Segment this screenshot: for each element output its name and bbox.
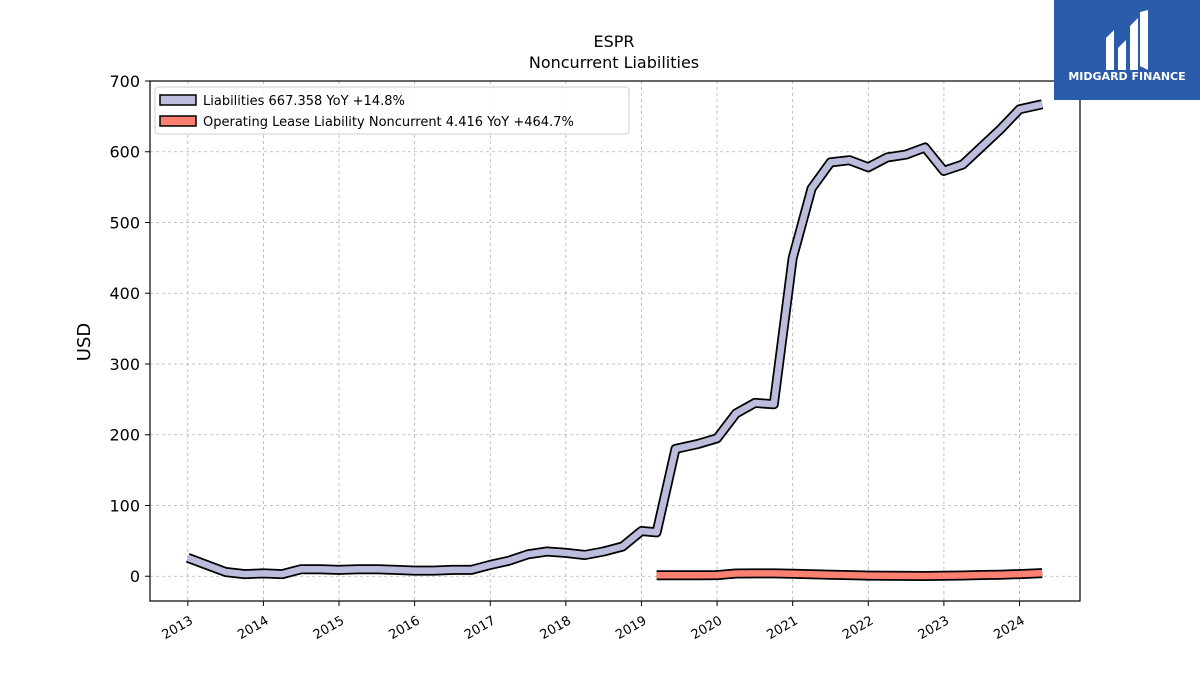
y-tick-label: 200 [109, 426, 140, 445]
plot-area-frame [149, 80, 1081, 602]
x-tick-label: 2016 [386, 613, 422, 643]
x-tick-label: 2013 [160, 613, 196, 643]
logo-background [1054, 0, 1200, 100]
logo-mark-icon [1106, 10, 1148, 70]
x-tick-label: 2020 [689, 613, 725, 643]
chart-title: ESPR [593, 32, 634, 51]
legend-label-operating-lease: Operating Lease Liability Noncurrent 4.4… [203, 115, 574, 130]
logo-text: MIDGARD FINANCE [1068, 70, 1185, 83]
y-tick-label: 500 [109, 213, 140, 232]
x-tick-label: 2017 [462, 613, 498, 643]
chart-subtitle: Noncurrent Liabilities [529, 53, 699, 72]
chart-title-group: ESPR Noncurrent Liabilities [529, 32, 699, 72]
x-tick-label: 2014 [235, 613, 271, 643]
legend-box [154, 86, 630, 135]
x-tick-label: 2019 [613, 613, 649, 643]
legend-swatch-operating-lease [159, 115, 197, 127]
x-tick-label: 2024 [991, 613, 1027, 643]
y-tick-label: 300 [109, 355, 140, 374]
series-layer [186, 99, 1044, 581]
series-outline-liabilities [186, 99, 1044, 580]
series-line-operating-lease-liability-noncurrent [656, 569, 1043, 580]
y-tick-label: 600 [109, 143, 140, 162]
y-tick-label: 0 [130, 567, 140, 586]
x-tick-label: 2023 [916, 613, 952, 643]
x-tick-label: 2015 [311, 613, 347, 643]
legend-swatch-liabilities [159, 94, 197, 106]
legend-label-liabilities: Liabilities 667.358 YoY +14.8% [203, 94, 405, 109]
y-tick-label: 100 [109, 496, 140, 515]
x-tick-label: 2021 [765, 613, 801, 643]
y-axis-label: USD [74, 323, 95, 361]
legend: Liabilities 667.358 YoY +14.8% Operating… [154, 86, 630, 135]
x-tick-label: 2022 [840, 613, 876, 643]
series-line-liabilities [186, 101, 1043, 578]
y-tick-label: 400 [109, 284, 140, 303]
midgard-finance-logo: MIDGARD FINANCE [1054, 0, 1200, 100]
y-tick-label: 700 [109, 72, 140, 91]
x-tick-label: 2018 [538, 613, 574, 643]
